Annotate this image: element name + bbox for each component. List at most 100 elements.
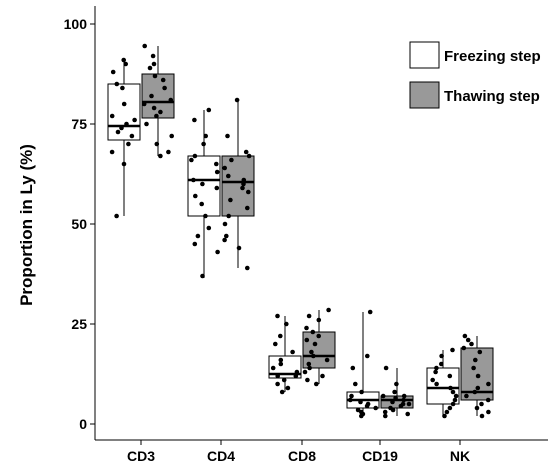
data-point xyxy=(199,201,204,207)
data-point xyxy=(114,81,120,87)
y-tick-label: 75 xyxy=(71,116,87,132)
data-point xyxy=(152,73,158,79)
data-point xyxy=(452,397,458,403)
data-point xyxy=(453,393,459,399)
data-point xyxy=(154,113,159,119)
data-point xyxy=(284,321,289,327)
data-point xyxy=(275,373,281,379)
data-point xyxy=(316,317,322,323)
data-point xyxy=(144,121,149,127)
data-point xyxy=(228,197,233,203)
y-tick-label: 25 xyxy=(71,316,87,332)
data-point xyxy=(241,181,246,187)
data-point xyxy=(215,249,220,255)
data-point xyxy=(477,349,483,355)
data-point xyxy=(364,403,370,409)
data-point xyxy=(226,173,231,179)
data-point xyxy=(214,161,219,167)
data-point xyxy=(359,413,364,419)
data-point xyxy=(305,377,310,383)
data-point xyxy=(224,233,229,239)
data-point xyxy=(126,141,131,147)
data-point xyxy=(294,369,300,375)
y-tick-label: 50 xyxy=(71,216,87,232)
data-point xyxy=(398,403,404,409)
x-tick-label: NK xyxy=(450,448,470,464)
data-point xyxy=(306,361,312,367)
data-point xyxy=(115,129,121,135)
data-point xyxy=(236,245,242,251)
data-point xyxy=(439,361,444,367)
data-point xyxy=(229,157,234,163)
data-point xyxy=(119,125,124,131)
box-iqr xyxy=(141,73,175,119)
data-point xyxy=(469,341,474,347)
data-point xyxy=(200,181,205,187)
data-point xyxy=(373,405,379,411)
data-point xyxy=(275,381,280,387)
data-point xyxy=(439,353,444,359)
data-point xyxy=(114,213,119,219)
box-iqr xyxy=(187,155,221,217)
data-point xyxy=(310,329,316,335)
data-point xyxy=(349,393,354,399)
data-point xyxy=(158,153,163,159)
data-point xyxy=(278,333,283,339)
data-point xyxy=(405,411,411,417)
data-point xyxy=(461,345,467,351)
data-point xyxy=(150,53,156,59)
data-point xyxy=(214,169,220,175)
box-iqr xyxy=(221,155,255,217)
data-point xyxy=(444,409,450,415)
data-point xyxy=(358,399,363,405)
data-point xyxy=(123,61,128,67)
data-point xyxy=(448,385,453,391)
data-point xyxy=(485,397,491,403)
box-iqr xyxy=(426,367,460,405)
data-point xyxy=(151,105,157,111)
data-point xyxy=(475,385,481,391)
data-point xyxy=(121,57,126,63)
data-point xyxy=(203,213,208,219)
data-point xyxy=(392,389,397,395)
data-point xyxy=(307,365,312,371)
data-point xyxy=(394,381,399,387)
data-point xyxy=(472,389,478,395)
data-point xyxy=(162,85,167,91)
data-point xyxy=(158,109,163,115)
data-point xyxy=(195,233,201,239)
data-point xyxy=(285,385,291,391)
data-point xyxy=(160,77,166,83)
data-point xyxy=(486,381,491,387)
data-point xyxy=(447,373,453,379)
data-point xyxy=(275,313,280,319)
box-iqr xyxy=(107,83,141,141)
data-point xyxy=(154,141,160,147)
legend-swatch-freezing-step xyxy=(409,41,440,69)
data-point xyxy=(465,337,471,343)
box-cd4-freezing-step xyxy=(187,107,221,279)
data-point xyxy=(304,337,310,343)
data-point xyxy=(353,381,358,387)
data-point xyxy=(311,353,316,359)
data-point xyxy=(124,121,129,127)
legend: Freezing step Thawing step xyxy=(409,41,541,109)
x-tick-label: CD19 xyxy=(362,448,398,464)
data-point xyxy=(380,393,386,399)
box-cd4-thawing-step xyxy=(221,97,255,271)
data-point xyxy=(245,205,250,211)
data-point xyxy=(365,353,370,359)
data-point xyxy=(240,185,245,191)
data-point xyxy=(222,165,227,171)
box-nk-freezing-step xyxy=(426,347,460,419)
data-point xyxy=(120,85,125,91)
data-point xyxy=(486,409,491,415)
data-point xyxy=(450,389,456,395)
plot-area xyxy=(107,43,494,419)
data-point xyxy=(434,381,439,387)
data-point xyxy=(110,69,116,75)
data-point xyxy=(281,377,287,383)
data-point xyxy=(383,365,389,371)
data-point xyxy=(132,117,137,123)
